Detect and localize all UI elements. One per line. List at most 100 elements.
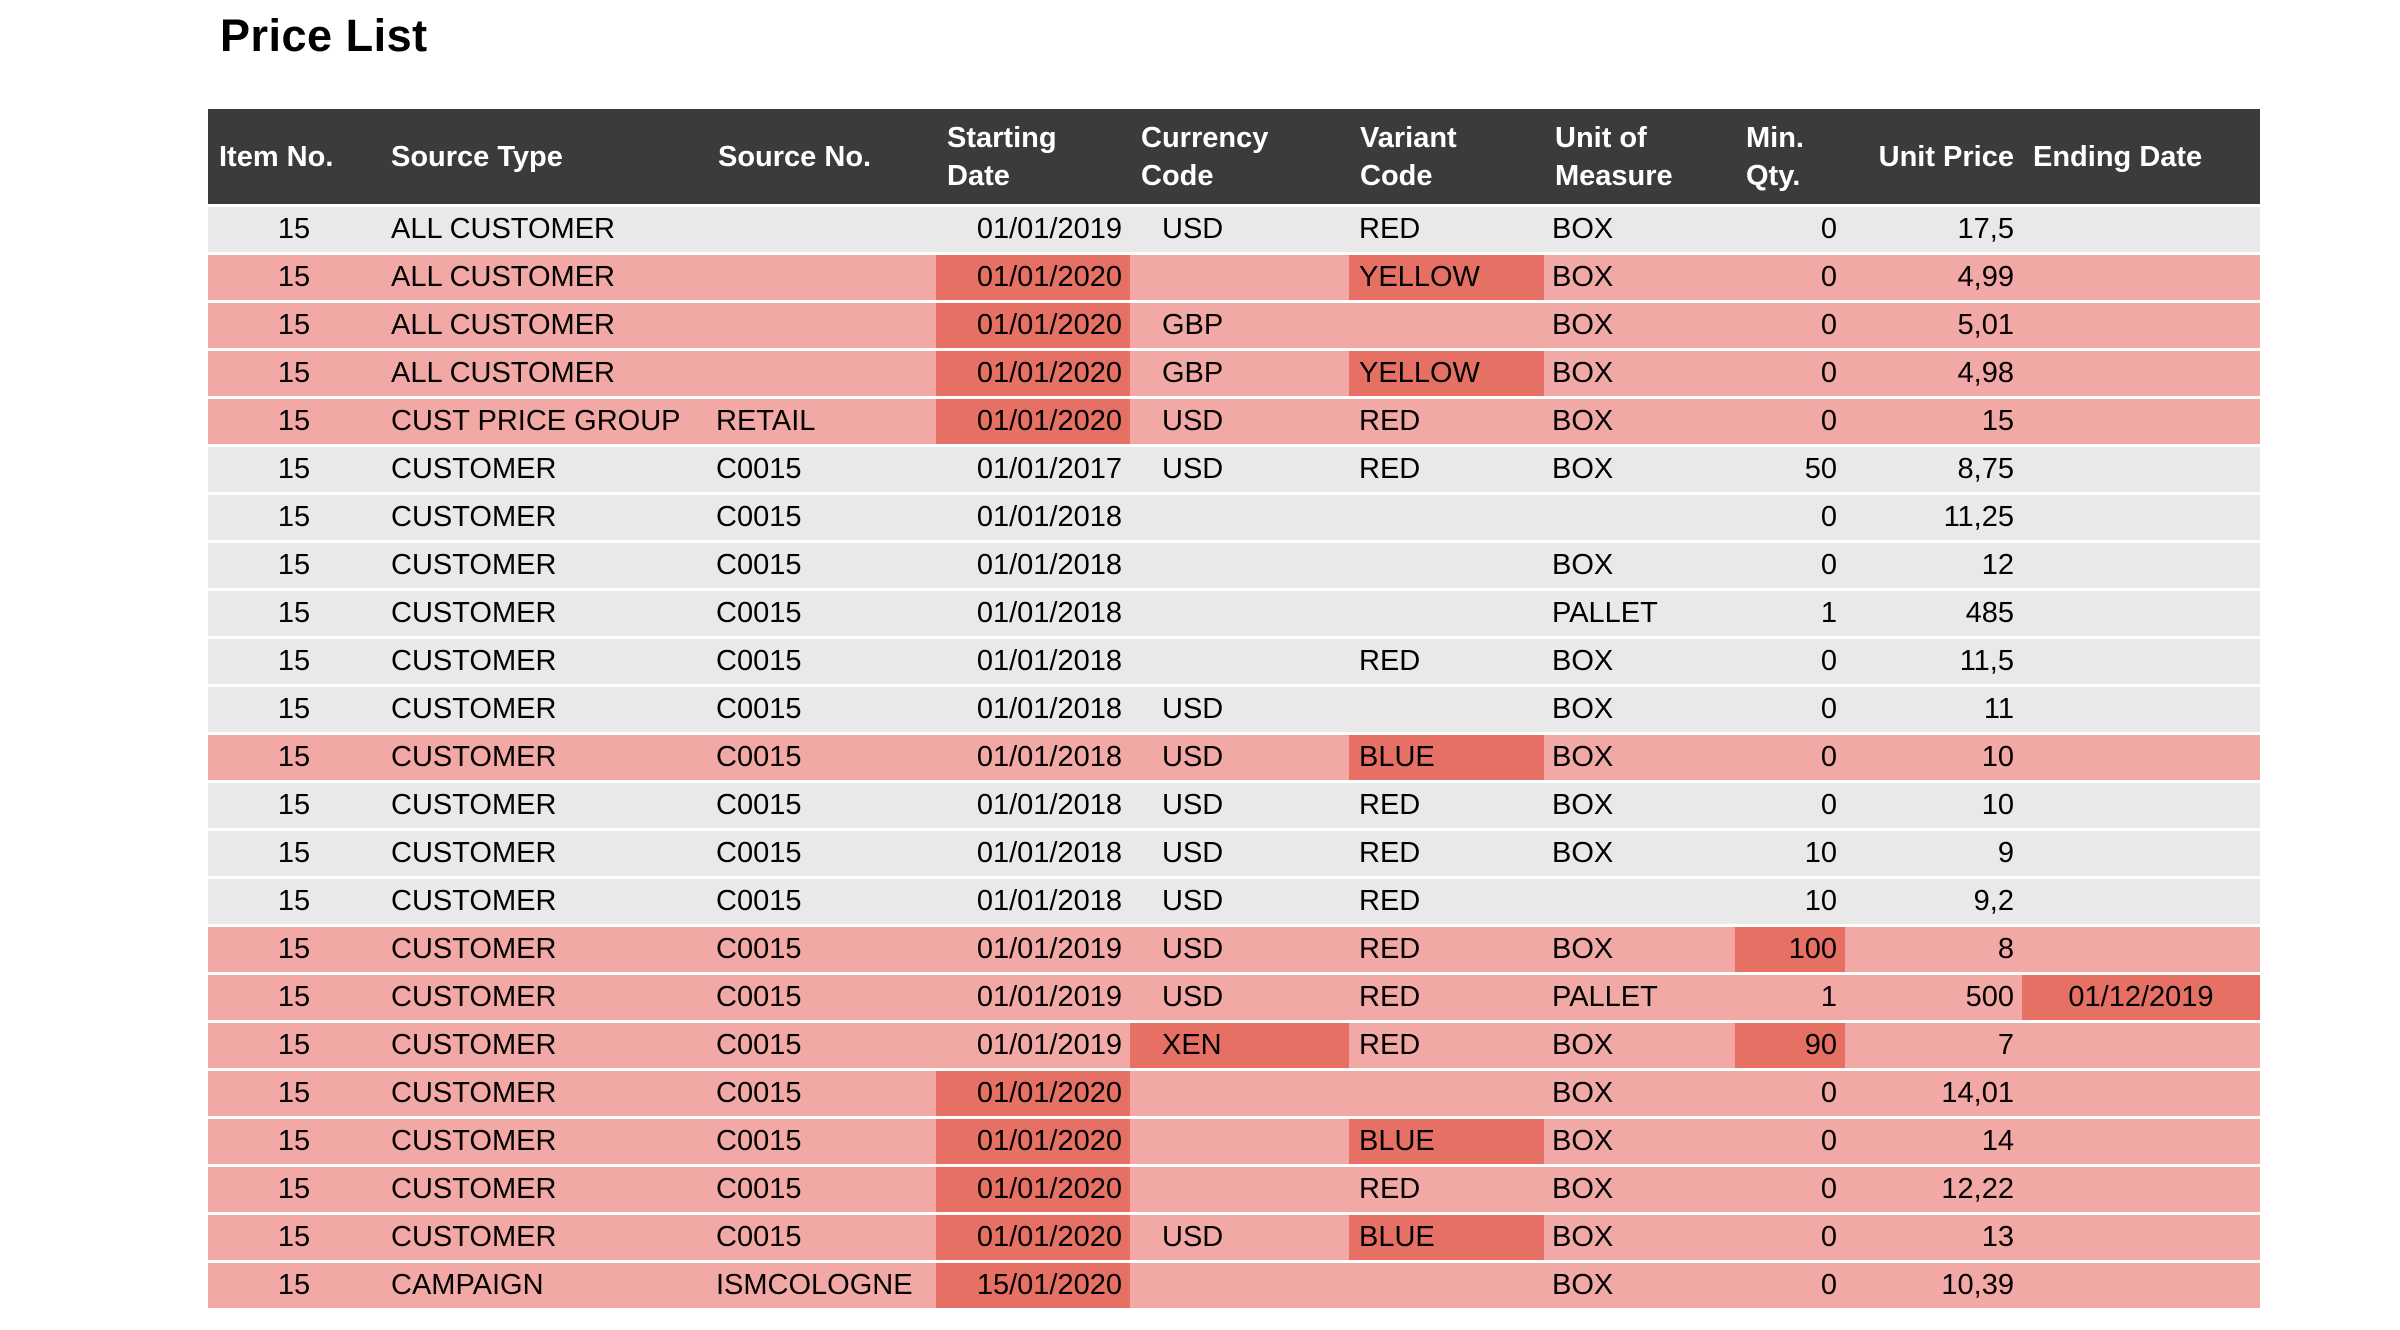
table-row: 15 CUSTOMER C0015 01/01/2020 USD BLUE BOX 0 13	[208, 1215, 2260, 1260]
cell-min_qty: 100	[1735, 927, 1845, 972]
cell-ending_date	[2022, 1215, 2260, 1260]
cell-unit_of_measure: BOX	[1552, 309, 1614, 341]
cell-variant_code: BLUE	[1349, 735, 1544, 780]
cell-ending_date	[2022, 1071, 2260, 1116]
cell-variant_code: RED	[1359, 1029, 1421, 1061]
cell-source_type: CAMPAIGN	[391, 1269, 544, 1301]
cell-unit_price: 5,01	[1957, 309, 2014, 341]
cell-ending_date	[2022, 447, 2260, 492]
cell-source_no: C0015	[716, 837, 802, 869]
cell-variant_code	[1349, 687, 1544, 732]
cell-item_no: 15	[277, 1173, 311, 1205]
cell-source_no: C0015	[716, 693, 802, 725]
cell-starting_date: 15/01/2020	[936, 1263, 1130, 1308]
table-row: 15 ALL CUSTOMER 01/01/2019 USD RED BOX 0 17,5	[208, 207, 2260, 252]
cell-item_no: 15	[277, 213, 311, 245]
cell-currency_code	[1130, 1263, 1349, 1308]
cell-min_qty: 0	[1820, 693, 1837, 725]
cell-unit_price: 12	[1981, 549, 2014, 581]
cell-source_no: C0015	[716, 1029, 802, 1061]
cell-starting_date: 01/01/2020	[936, 351, 1130, 396]
cell-variant_code: YELLOW	[1349, 351, 1544, 396]
cell-starting_date: 01/01/2017	[976, 453, 1122, 485]
cell-unit_price: 10	[1981, 789, 2014, 821]
cell-unit_price: 7	[1997, 1029, 2014, 1061]
cell-ending_date	[2022, 351, 2260, 396]
cell-source_no: C0015	[716, 933, 802, 965]
cell-item_no: 15	[277, 309, 311, 341]
column-header-ending_date: Ending Date	[2033, 140, 2203, 173]
cell-source_no	[707, 351, 936, 396]
cell-source_no: C0015	[716, 1077, 802, 1109]
cell-unit_of_measure	[1544, 495, 1735, 540]
cell-source_type: CUSTOMER	[391, 933, 557, 965]
column-header-starting_date: Starting Date	[947, 121, 1057, 192]
cell-item_no: 15	[277, 597, 311, 629]
cell-source_type: CUSTOMER	[391, 549, 557, 581]
cell-currency_code: GBP	[1162, 309, 1224, 341]
table-body: 15 ALL CUSTOMER 01/01/2019 USD RED BOX 0 17,5 15…	[208, 207, 2260, 1308]
cell-currency_code: USD	[1162, 837, 1224, 869]
cell-currency_code: USD	[1162, 1221, 1224, 1253]
cell-item_no: 15	[277, 741, 311, 773]
cell-unit_of_measure: BOX	[1552, 1077, 1614, 1109]
cell-variant_code	[1349, 495, 1544, 540]
cell-unit_of_measure: BOX	[1552, 405, 1614, 437]
column-header-min_qty: Min. Qty.	[1746, 121, 1804, 192]
table-row: 15 CUST PRICE GROUP RETAIL 01/01/2020 USD RED…	[208, 399, 2260, 444]
cell-variant_code: BLUE	[1349, 1215, 1544, 1260]
cell-item_no: 15	[277, 261, 311, 293]
cell-item_no: 15	[277, 885, 311, 917]
cell-min_qty: 0	[1820, 309, 1837, 341]
cell-item_no: 15	[277, 453, 311, 485]
table-row: 15 CUSTOMER C0015 01/01/2020 BLUE BOX 0 14	[208, 1119, 2260, 1164]
cell-variant_code: RED	[1359, 837, 1421, 869]
cell-min_qty: 10	[1804, 837, 1837, 869]
cell-variant_code: RED	[1359, 933, 1421, 965]
cell-variant_code: RED	[1359, 885, 1421, 917]
cell-source_type: CUSTOMER	[391, 693, 557, 725]
cell-unit_of_measure: BOX	[1552, 789, 1614, 821]
cell-item_no: 15	[277, 1221, 311, 1253]
cell-variant_code: RED	[1359, 645, 1421, 677]
cell-source_type: CUSTOMER	[391, 1077, 557, 1109]
cell-unit_price: 14,01	[1941, 1077, 2014, 1109]
cell-unit_of_measure: BOX	[1552, 453, 1614, 485]
column-header-unit_of_measure: Unit of Measure	[1555, 121, 1673, 192]
table-row: 15 CUSTOMER C0015 01/01/2018 USD BLUE BOX 0 10	[208, 735, 2260, 780]
cell-unit_price: 8	[1997, 933, 2014, 965]
cell-min_qty: 0	[1820, 357, 1837, 389]
cell-source_no: RETAIL	[716, 405, 816, 437]
cell-min_qty: 0	[1820, 501, 1837, 533]
cell-unit_price: 11,5	[1959, 645, 2014, 677]
cell-currency_code: USD	[1162, 933, 1224, 965]
cell-currency_code	[1130, 1167, 1349, 1212]
cell-min_qty: 10	[1804, 885, 1837, 917]
cell-variant_code: RED	[1359, 405, 1421, 437]
cell-source_no: C0015	[716, 741, 802, 773]
cell-unit_of_measure: PALLET	[1552, 981, 1658, 1013]
cell-min_qty: 0	[1820, 405, 1837, 437]
cell-unit_of_measure: BOX	[1552, 933, 1614, 965]
cell-variant_code: YELLOW	[1349, 255, 1544, 300]
cell-unit_price: 10	[1981, 741, 2014, 773]
cell-unit_price: 17,5	[1957, 213, 2014, 245]
column-header-source_no: Source No.	[718, 140, 872, 173]
cell-source_type: ALL CUSTOMER	[391, 213, 615, 245]
cell-source_type: ALL CUSTOMER	[391, 261, 615, 293]
cell-ending_date	[2022, 495, 2260, 540]
cell-item_no: 15	[277, 1029, 311, 1061]
cell-starting_date: 01/01/2020	[936, 399, 1130, 444]
cell-ending_date: 01/12/2019	[2022, 975, 2260, 1020]
cell-variant_code	[1349, 543, 1544, 588]
cell-ending_date	[2022, 735, 2260, 780]
cell-unit_of_measure: BOX	[1552, 549, 1614, 581]
cell-source_no: C0015	[716, 789, 802, 821]
cell-min_qty: 0	[1820, 261, 1837, 293]
cell-currency_code	[1130, 1071, 1349, 1116]
cell-source_type: CUSTOMER	[391, 501, 557, 533]
cell-source_type: CUST PRICE GROUP	[391, 405, 681, 437]
cell-source_no: C0015	[716, 645, 802, 677]
cell-unit_of_measure: BOX	[1552, 357, 1614, 389]
cell-ending_date	[2022, 831, 2260, 876]
